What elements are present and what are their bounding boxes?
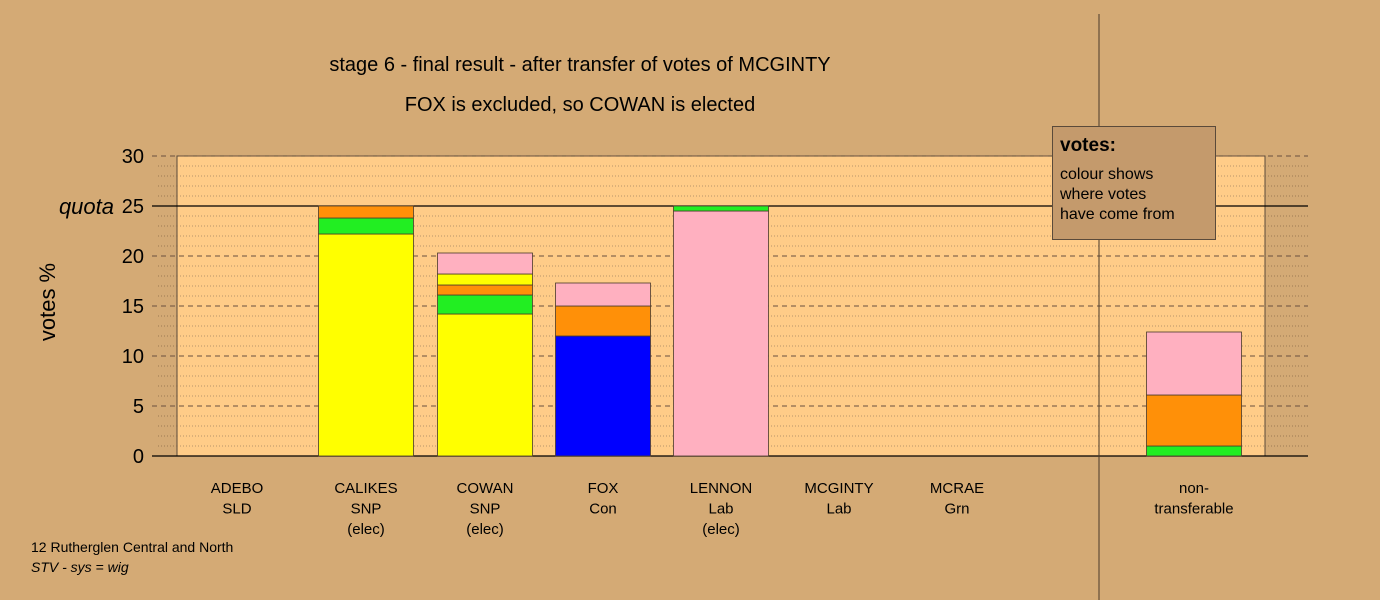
bar-segment: [1146, 445, 1242, 457]
x-tick-label: SNP: [351, 501, 382, 518]
y-tick-label: 25: [122, 196, 144, 218]
y-tick-label: 0: [133, 446, 144, 468]
x-tick-label: Grn: [944, 501, 969, 518]
y-tick-label: 20: [122, 246, 144, 268]
x-tick-label: (elec): [347, 521, 385, 538]
bar-segment: [673, 210, 769, 457]
chart-subtitle: FOX is excluded, so COWAN is elected: [404, 94, 756, 116]
bar-segment: [673, 205, 769, 212]
x-tick-label: Lab: [708, 501, 733, 518]
bar-segment: [437, 294, 533, 315]
y-tick-label: 5: [133, 396, 144, 418]
bar-segment: [555, 282, 651, 307]
bar-segment: [555, 305, 651, 337]
legend-line: where votes: [1060, 186, 1147, 203]
x-tick-label: MCGINTY: [804, 480, 873, 497]
legend-line: colour shows: [1060, 166, 1154, 183]
bar-segment: [1146, 331, 1242, 396]
y-tick-label: 10: [122, 346, 144, 368]
x-tick-label: Lab: [826, 501, 851, 518]
bar-segment: [318, 217, 414, 235]
footer-system: STV - sys = wig: [31, 559, 129, 575]
y-tick-label: 30: [122, 146, 144, 168]
bar-segment: [318, 205, 414, 219]
x-tick-label: (elec): [702, 521, 740, 538]
bar-segment: [555, 335, 651, 457]
legend-line: have come from: [1060, 206, 1175, 223]
x-tick-label: MCRAE: [930, 480, 984, 497]
bar-segment: [437, 313, 533, 457]
legend-title: votes:: [1060, 135, 1116, 156]
x-tick-label: FOX: [588, 480, 619, 497]
quota-label: quota: [59, 194, 114, 219]
x-tick-label: non-: [1179, 480, 1209, 497]
x-tick-label: CALIKES: [334, 480, 397, 497]
bar-segment: [437, 284, 533, 296]
legend-box: votes: colour shows where votes have com…: [1052, 126, 1216, 240]
x-tick-label: (elec): [466, 521, 504, 538]
x-tick-label: Con: [589, 501, 617, 518]
bar-segment: [437, 273, 533, 286]
x-tick-label: ADEBO: [211, 480, 264, 497]
x-tick-label: LENNON: [690, 480, 753, 497]
bar-segment: [318, 233, 414, 457]
bar-segment: [437, 252, 533, 275]
chart-title: stage 6 - final result - after transfer …: [329, 54, 831, 76]
bar-segment: [1146, 394, 1242, 447]
x-tick-label: SLD: [222, 501, 251, 518]
x-tick-label: COWAN: [457, 480, 514, 497]
y-tick-label: 15: [122, 296, 144, 318]
y-axis-label: votes %: [35, 262, 60, 342]
footer-ward: 12 Rutherglen Central and North: [31, 539, 234, 555]
x-tick-label: SNP: [470, 501, 501, 518]
x-tick-label: transferable: [1154, 501, 1233, 518]
